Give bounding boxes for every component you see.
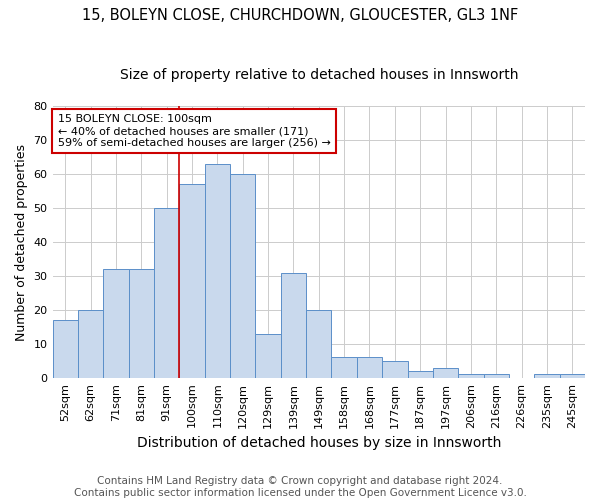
Text: 15 BOLEYN CLOSE: 100sqm
← 40% of detached houses are smaller (171)
59% of semi-d: 15 BOLEYN CLOSE: 100sqm ← 40% of detache… xyxy=(58,114,331,148)
Text: Contains HM Land Registry data © Crown copyright and database right 2024.
Contai: Contains HM Land Registry data © Crown c… xyxy=(74,476,526,498)
Bar xyxy=(433,368,458,378)
Bar xyxy=(78,310,103,378)
Title: Size of property relative to detached houses in Innsworth: Size of property relative to detached ho… xyxy=(119,68,518,82)
Bar xyxy=(357,358,382,378)
Bar xyxy=(306,310,331,378)
Y-axis label: Number of detached properties: Number of detached properties xyxy=(15,144,28,340)
Bar xyxy=(256,334,281,378)
Bar xyxy=(103,269,128,378)
Bar xyxy=(560,374,585,378)
Bar xyxy=(458,374,484,378)
Bar xyxy=(205,164,230,378)
Bar xyxy=(534,374,560,378)
Bar xyxy=(53,320,78,378)
Bar xyxy=(230,174,256,378)
Bar xyxy=(484,374,509,378)
Bar xyxy=(154,208,179,378)
Bar xyxy=(331,358,357,378)
Text: 15, BOLEYN CLOSE, CHURCHDOWN, GLOUCESTER, GL3 1NF: 15, BOLEYN CLOSE, CHURCHDOWN, GLOUCESTER… xyxy=(82,8,518,22)
Bar xyxy=(179,184,205,378)
Bar xyxy=(382,361,407,378)
X-axis label: Distribution of detached houses by size in Innsworth: Distribution of detached houses by size … xyxy=(137,436,501,450)
Bar xyxy=(281,272,306,378)
Bar xyxy=(128,269,154,378)
Bar xyxy=(407,371,433,378)
